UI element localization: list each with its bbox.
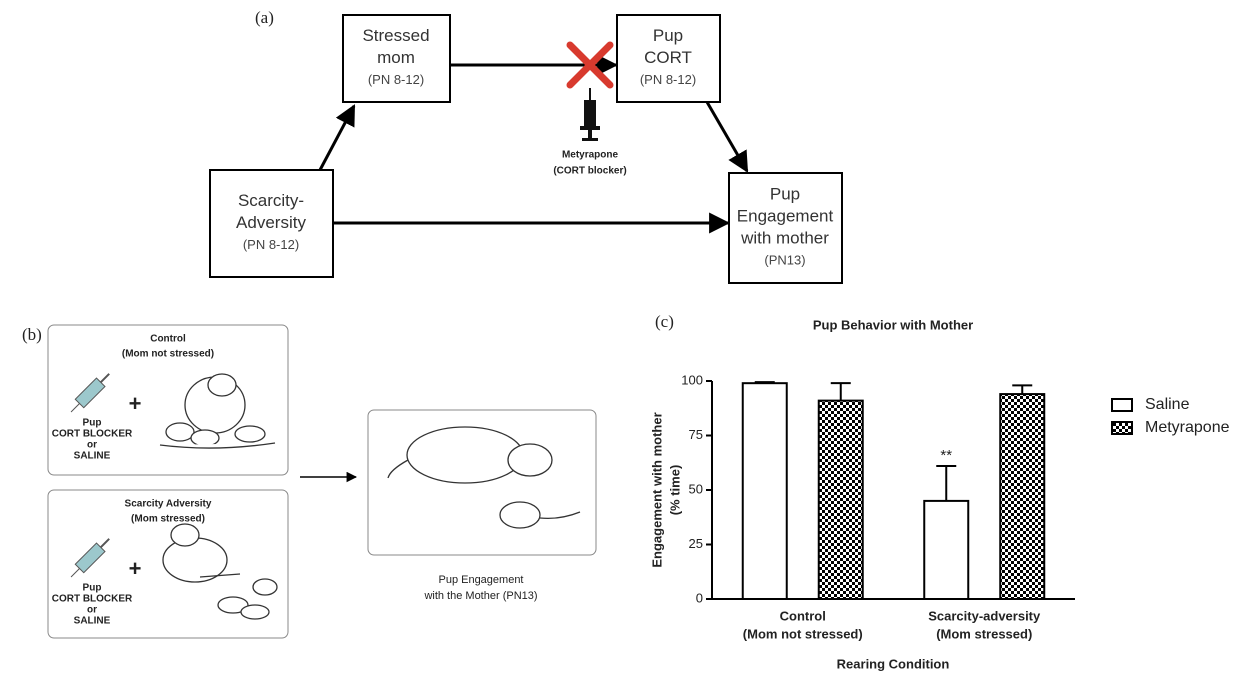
node-label: Adversity (236, 213, 306, 232)
node-sublabel: (PN13) (764, 252, 805, 267)
panel-label: (b) (22, 325, 42, 344)
injection-label: Pup (83, 583, 102, 594)
node-label: Pup (653, 26, 683, 45)
panel-label: (c) (655, 312, 674, 331)
syringe-icon (580, 88, 600, 141)
node-sublabel: (PN 8-12) (368, 72, 424, 87)
bar (1000, 394, 1044, 599)
node-label: Scarcity- (238, 191, 304, 210)
blocker-label: Metyrapone (562, 150, 619, 161)
injection-label: CORT BLOCKER (52, 594, 133, 605)
bar (819, 401, 863, 599)
arrow (707, 102, 747, 171)
significance-mark: ** (940, 447, 952, 464)
bar (924, 501, 968, 599)
box-subtitle: (Mom not stressed) (122, 349, 214, 360)
panel-a: (a) Metyrapone (CORT blocker) Stressed mo… (210, 8, 842, 283)
y-axis-title: (% time) (667, 465, 682, 516)
arrow (320, 106, 354, 170)
error-bar (831, 383, 851, 400)
node-label: with mother (740, 228, 829, 247)
y-tick-label: 25 (689, 536, 703, 551)
y-axis-title: Engagement with mother (649, 412, 664, 567)
bar (743, 383, 787, 599)
injection-label: SALINE (74, 616, 111, 627)
panel-c: (c) Pup Behavior with Mother Engagement … (649, 312, 1229, 672)
plus: + (129, 391, 142, 416)
node-label: Pup (770, 184, 800, 203)
error-bar (1012, 385, 1032, 394)
legend-swatch (1112, 399, 1132, 411)
caption: Pup Engagement (438, 574, 523, 586)
panel-label: (a) (255, 8, 274, 27)
node-label: CORT (644, 48, 692, 67)
x-axis-title: Rearing Condition (837, 656, 950, 671)
caption: with the Mother (PN13) (423, 590, 537, 602)
x-tick-sublabel: (Mom stressed) (936, 626, 1032, 641)
chart-title: Pup Behavior with Mother (813, 317, 973, 332)
injection-label: or (87, 605, 97, 616)
figure: (a) Metyrapone (CORT blocker) Stressed mo… (0, 0, 1258, 677)
x-tick-label: Scarcity-adversity (928, 608, 1041, 623)
legend-swatch (1112, 422, 1132, 434)
y-tick-label: 0 (696, 590, 703, 605)
injection-label: CORT BLOCKER (52, 429, 133, 440)
injection-label: Pup (83, 418, 102, 429)
box-subtitle: (Mom stressed) (131, 514, 205, 525)
node-sublabel: (PN 8-12) (640, 72, 696, 87)
legend-label: Saline (1145, 396, 1190, 413)
blocker-label: (CORT blocker) (553, 166, 626, 177)
box-title: Control (150, 334, 186, 345)
node-label: Engagement (737, 206, 834, 225)
box-title: Scarcity Adversity (125, 499, 212, 510)
injection-label: SALINE (74, 451, 111, 462)
plus: + (129, 556, 142, 581)
x-tick-label: Control (780, 608, 826, 623)
x-tick-sublabel: (Mom not stressed) (743, 626, 863, 641)
y-tick-label: 100 (681, 372, 703, 387)
y-tick-label: 75 (689, 427, 703, 442)
node-label: Stressed (362, 26, 429, 45)
legend-label: Metyrapone (1145, 419, 1230, 436)
node-label: mom (377, 48, 415, 67)
node-sublabel: (PN 8-12) (243, 237, 299, 252)
y-tick-label: 50 (689, 481, 703, 496)
error-bar (755, 382, 775, 383)
error-bar (936, 466, 956, 501)
injection-label: or (87, 440, 97, 451)
